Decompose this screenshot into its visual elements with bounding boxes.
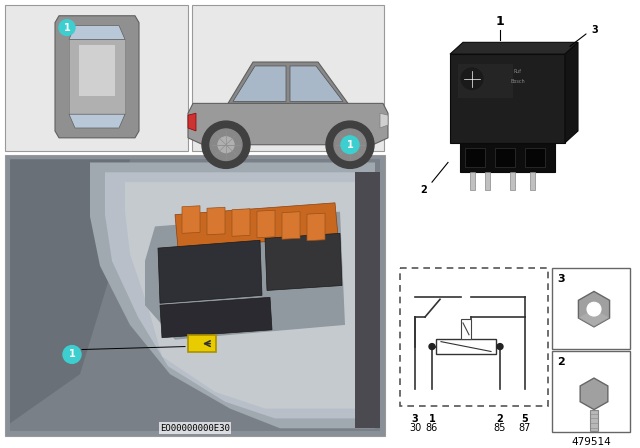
Polygon shape xyxy=(579,292,609,327)
Polygon shape xyxy=(565,42,578,143)
Circle shape xyxy=(427,389,437,399)
Polygon shape xyxy=(232,209,250,236)
Bar xyxy=(552,352,630,432)
Bar xyxy=(461,319,471,339)
Text: 479514: 479514 xyxy=(571,437,611,447)
Text: 1: 1 xyxy=(347,140,353,150)
Polygon shape xyxy=(10,159,130,423)
Bar xyxy=(400,268,548,405)
Polygon shape xyxy=(355,172,380,428)
Polygon shape xyxy=(158,240,262,303)
Bar xyxy=(460,143,555,172)
Bar xyxy=(525,148,545,168)
Circle shape xyxy=(586,21,604,39)
Circle shape xyxy=(429,344,435,349)
Polygon shape xyxy=(175,203,338,248)
Bar xyxy=(510,172,515,190)
Bar xyxy=(79,45,115,96)
Bar xyxy=(495,148,515,168)
Bar xyxy=(465,148,485,168)
Circle shape xyxy=(415,181,433,199)
Polygon shape xyxy=(160,297,272,338)
Text: 1: 1 xyxy=(68,349,76,359)
Bar xyxy=(5,155,385,436)
Text: 2: 2 xyxy=(557,358,564,367)
Circle shape xyxy=(410,389,420,399)
Polygon shape xyxy=(257,210,275,238)
Polygon shape xyxy=(145,211,345,340)
Text: 1: 1 xyxy=(63,22,70,33)
Polygon shape xyxy=(125,182,355,409)
Text: 1: 1 xyxy=(495,15,504,28)
Text: Bosch: Bosch xyxy=(511,79,525,84)
Bar xyxy=(552,268,630,349)
Bar xyxy=(590,409,598,431)
Bar xyxy=(192,5,384,151)
Polygon shape xyxy=(233,66,286,101)
Bar xyxy=(530,172,535,190)
Text: 3: 3 xyxy=(591,25,598,34)
Polygon shape xyxy=(188,113,196,131)
Circle shape xyxy=(495,389,505,399)
Polygon shape xyxy=(69,114,125,128)
Bar xyxy=(458,64,513,99)
Circle shape xyxy=(461,68,483,90)
Polygon shape xyxy=(105,172,365,418)
Circle shape xyxy=(497,344,503,349)
Circle shape xyxy=(520,389,530,399)
Text: 3: 3 xyxy=(412,414,419,423)
Polygon shape xyxy=(188,103,388,145)
Polygon shape xyxy=(450,42,578,54)
Text: 30: 30 xyxy=(409,423,421,433)
Circle shape xyxy=(334,129,366,160)
Polygon shape xyxy=(228,62,348,103)
Polygon shape xyxy=(69,26,125,39)
Text: 87: 87 xyxy=(519,423,531,433)
Bar xyxy=(69,39,125,114)
Text: EO00000000E30: EO00000000E30 xyxy=(160,424,230,433)
Bar xyxy=(436,339,496,354)
Circle shape xyxy=(342,137,358,153)
Bar xyxy=(5,5,188,151)
Circle shape xyxy=(326,121,374,168)
Polygon shape xyxy=(282,211,300,239)
Polygon shape xyxy=(182,206,200,233)
Circle shape xyxy=(587,302,601,316)
Text: 2: 2 xyxy=(420,185,428,195)
Polygon shape xyxy=(307,213,325,241)
Polygon shape xyxy=(579,309,609,327)
Bar xyxy=(485,172,490,190)
Text: 3: 3 xyxy=(557,274,564,284)
Text: 86: 86 xyxy=(426,423,438,433)
Polygon shape xyxy=(10,159,380,431)
Bar xyxy=(450,54,565,143)
Text: 1: 1 xyxy=(429,414,435,423)
Polygon shape xyxy=(265,233,342,290)
Polygon shape xyxy=(55,16,139,138)
Circle shape xyxy=(210,129,242,160)
Text: 2: 2 xyxy=(497,414,504,423)
Circle shape xyxy=(341,136,359,154)
Text: 5: 5 xyxy=(522,414,529,423)
Text: Ruf: Ruf xyxy=(514,69,522,74)
Polygon shape xyxy=(90,163,375,428)
Polygon shape xyxy=(380,113,388,128)
Polygon shape xyxy=(207,207,225,235)
Text: 85: 85 xyxy=(494,423,506,433)
Circle shape xyxy=(202,121,250,168)
Bar xyxy=(188,335,216,353)
Circle shape xyxy=(218,137,234,153)
Circle shape xyxy=(63,345,81,363)
Bar xyxy=(470,172,475,190)
Circle shape xyxy=(59,20,75,35)
Polygon shape xyxy=(580,378,608,409)
Polygon shape xyxy=(290,66,343,101)
